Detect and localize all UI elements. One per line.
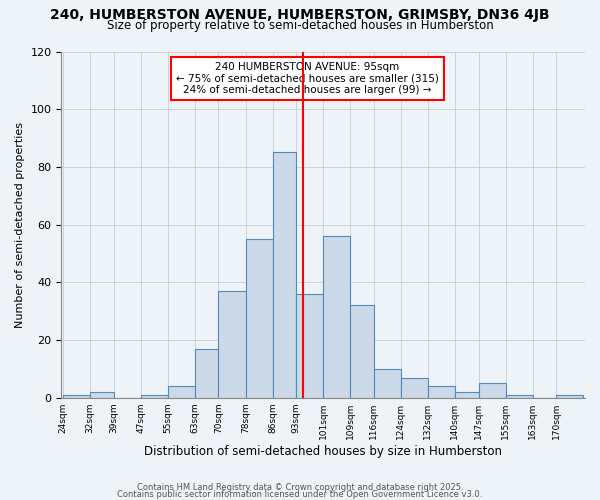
Bar <box>63 395 90 398</box>
Bar <box>350 306 374 398</box>
Bar <box>141 395 168 398</box>
Bar <box>556 395 583 398</box>
Bar <box>272 152 296 398</box>
Bar <box>296 294 323 398</box>
Bar <box>506 395 533 398</box>
Text: Size of property relative to semi-detached houses in Humberston: Size of property relative to semi-detach… <box>107 19 493 32</box>
Y-axis label: Number of semi-detached properties: Number of semi-detached properties <box>15 122 25 328</box>
Bar <box>401 378 428 398</box>
Text: Contains HM Land Registry data © Crown copyright and database right 2025.: Contains HM Land Registry data © Crown c… <box>137 484 463 492</box>
Bar <box>90 392 114 398</box>
Bar <box>195 348 218 398</box>
Bar <box>245 239 272 398</box>
Text: 240, HUMBERSTON AVENUE, HUMBERSTON, GRIMSBY, DN36 4JB: 240, HUMBERSTON AVENUE, HUMBERSTON, GRIM… <box>50 8 550 22</box>
Bar <box>374 369 401 398</box>
Bar <box>428 386 455 398</box>
Text: 240 HUMBERSTON AVENUE: 95sqm
← 75% of semi-detached houses are smaller (315)
24%: 240 HUMBERSTON AVENUE: 95sqm ← 75% of se… <box>176 62 439 95</box>
Bar <box>479 384 506 398</box>
X-axis label: Distribution of semi-detached houses by size in Humberston: Distribution of semi-detached houses by … <box>144 444 502 458</box>
Text: Contains public sector information licensed under the Open Government Licence v3: Contains public sector information licen… <box>118 490 482 499</box>
Bar <box>455 392 479 398</box>
Bar <box>323 236 350 398</box>
Bar <box>218 291 245 398</box>
Bar <box>168 386 195 398</box>
